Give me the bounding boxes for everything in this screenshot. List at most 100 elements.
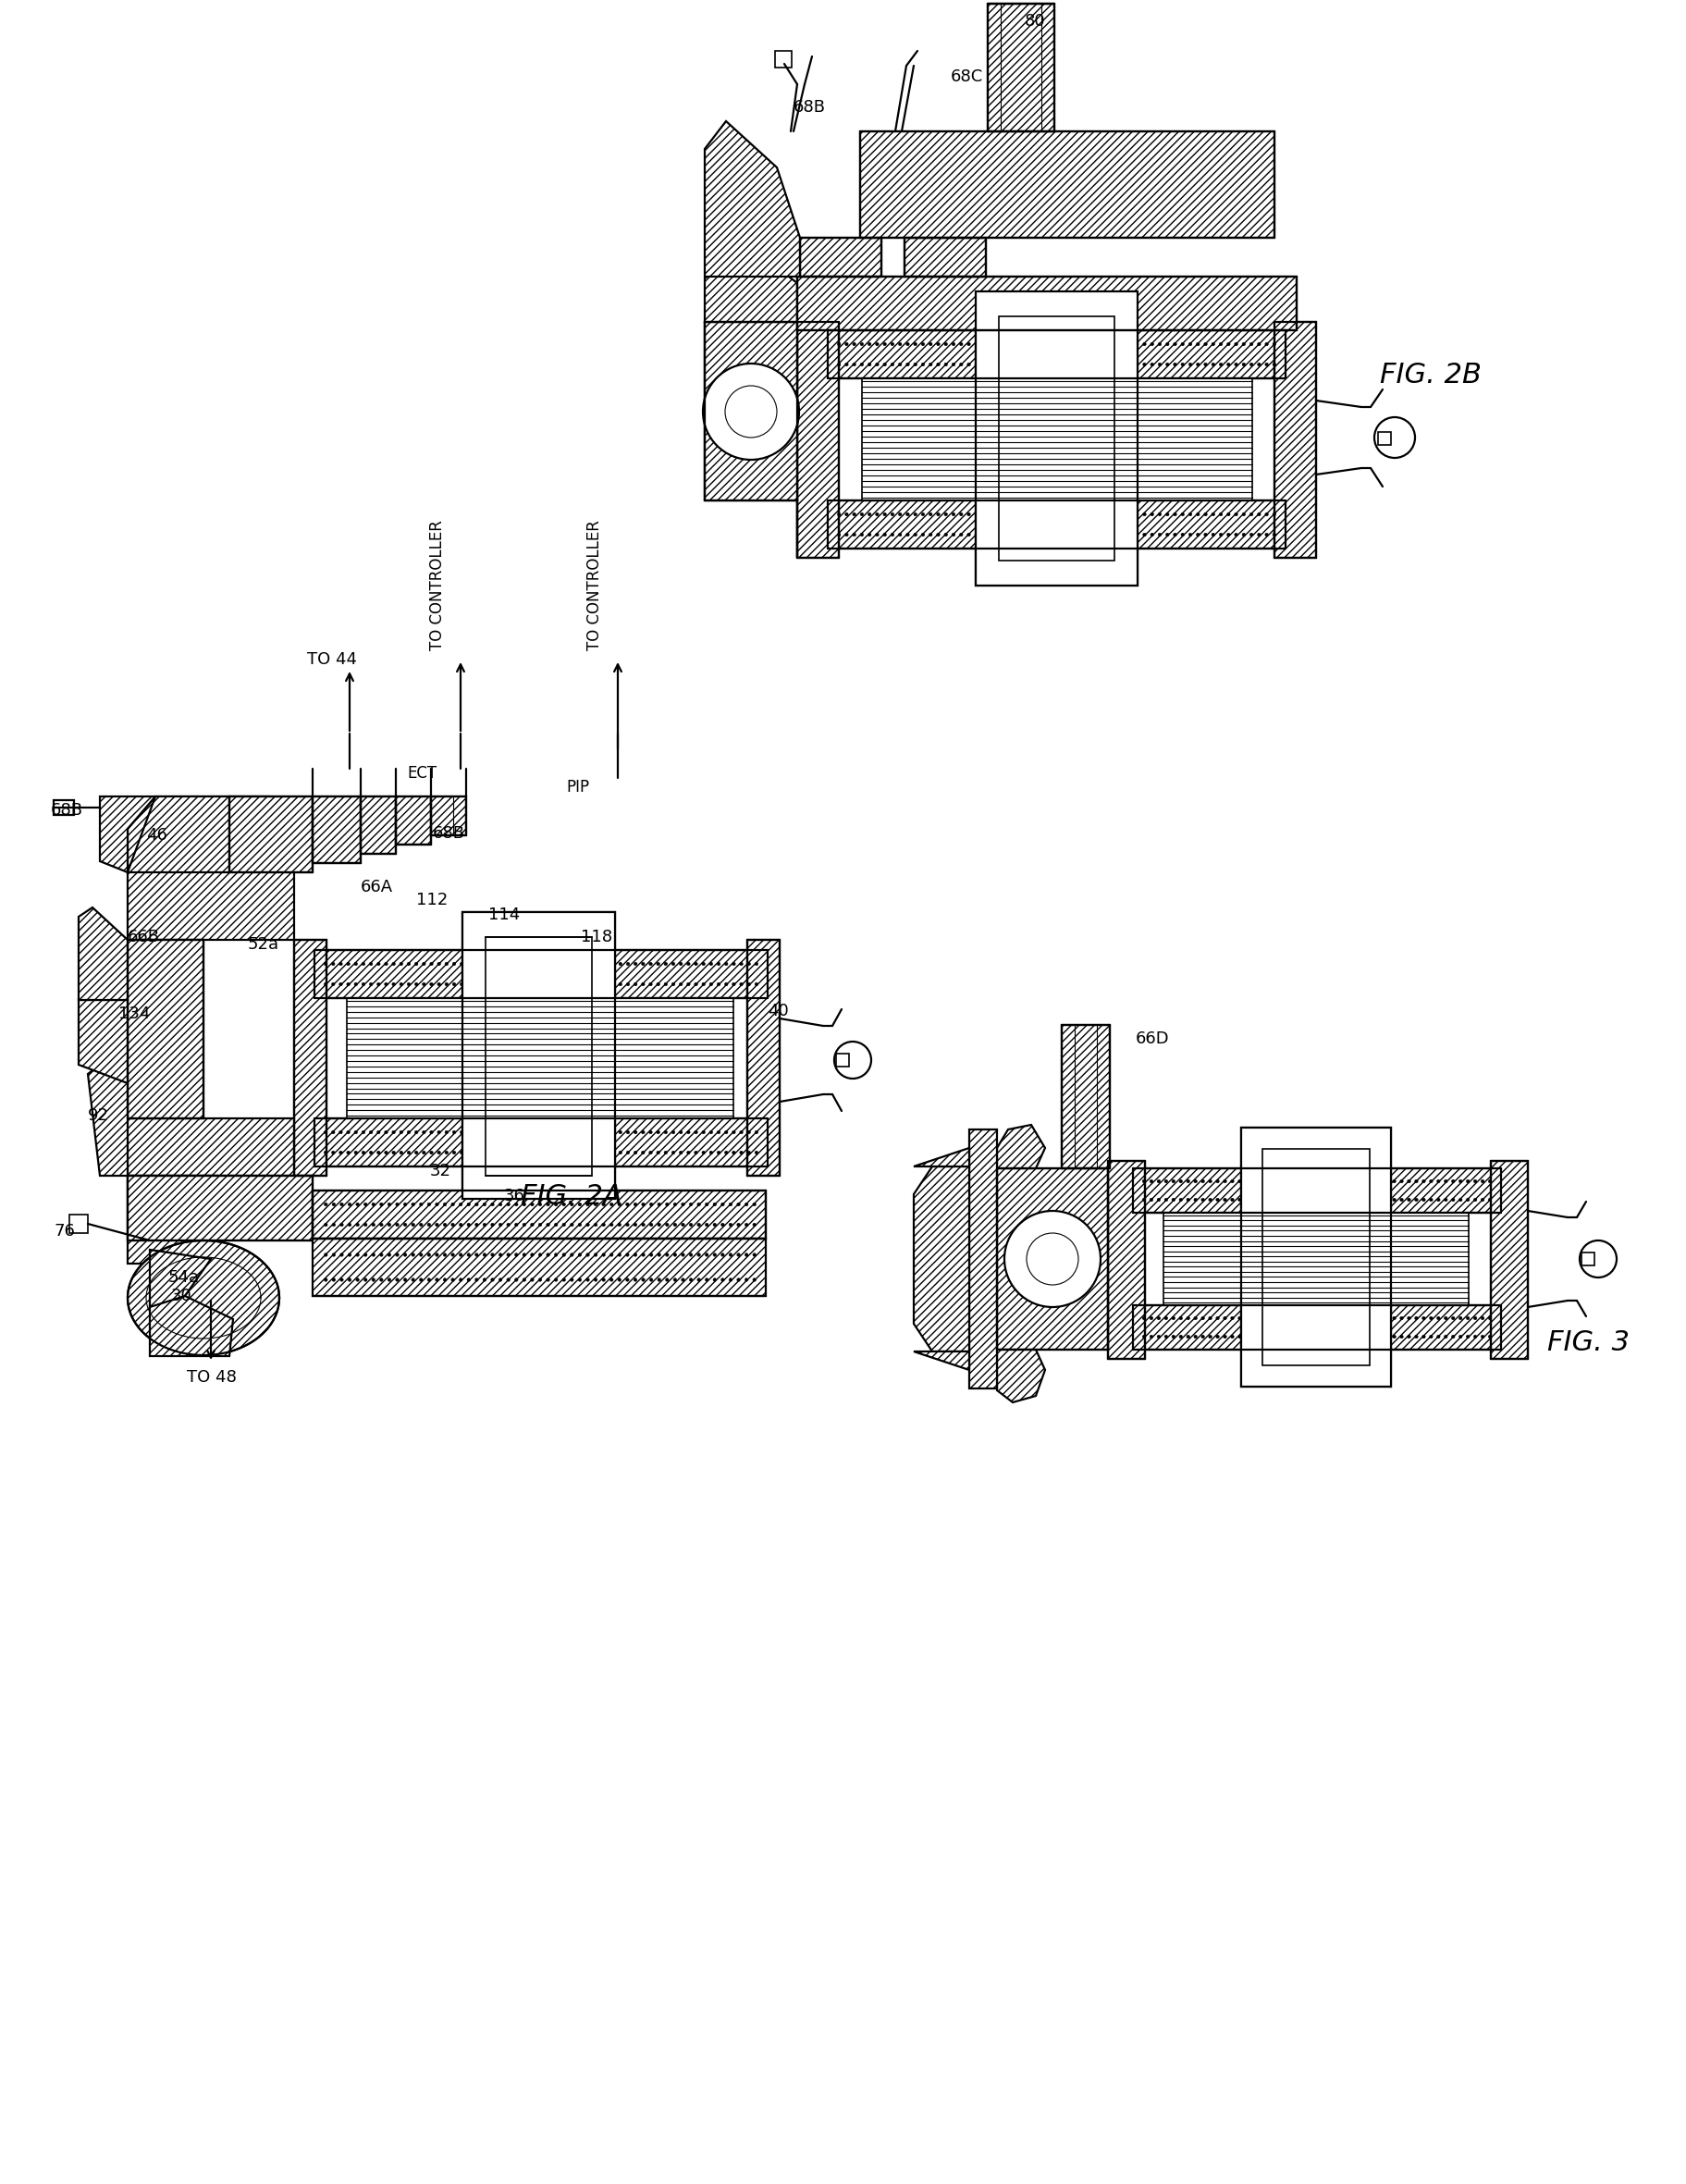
Circle shape <box>1458 1199 1462 1201</box>
Polygon shape <box>914 1149 969 1166</box>
Circle shape <box>1445 1179 1448 1184</box>
Circle shape <box>1312 1179 1315 1184</box>
Circle shape <box>1120 513 1123 515</box>
Circle shape <box>467 1131 470 1133</box>
Circle shape <box>755 1151 759 1155</box>
Circle shape <box>717 1131 720 1133</box>
Circle shape <box>491 983 494 985</box>
Circle shape <box>499 1203 502 1206</box>
Circle shape <box>634 1131 637 1133</box>
Bar <box>797 321 840 557</box>
Text: 66A: 66A <box>361 878 393 895</box>
Circle shape <box>593 1223 597 1227</box>
Circle shape <box>658 1254 661 1256</box>
Circle shape <box>732 963 735 965</box>
Circle shape <box>347 1151 351 1155</box>
Circle shape <box>641 1151 644 1155</box>
Circle shape <box>378 1131 381 1133</box>
Circle shape <box>656 1131 659 1133</box>
Circle shape <box>1189 513 1192 515</box>
Circle shape <box>737 1278 740 1282</box>
Circle shape <box>983 363 986 367</box>
Circle shape <box>868 513 872 515</box>
Circle shape <box>593 1278 597 1282</box>
Circle shape <box>1044 343 1047 345</box>
Circle shape <box>475 1151 479 1155</box>
Circle shape <box>1158 513 1162 515</box>
Circle shape <box>347 963 351 965</box>
Circle shape <box>604 963 607 965</box>
Circle shape <box>1082 343 1086 345</box>
Circle shape <box>430 983 433 985</box>
Circle shape <box>1356 1199 1359 1201</box>
Circle shape <box>593 1203 597 1206</box>
Circle shape <box>673 1203 676 1206</box>
Circle shape <box>379 1223 383 1227</box>
Circle shape <box>740 983 744 985</box>
Circle shape <box>1334 1179 1337 1184</box>
Circle shape <box>641 1131 644 1133</box>
Circle shape <box>835 1042 872 1079</box>
Circle shape <box>755 1131 759 1133</box>
Circle shape <box>1258 343 1261 345</box>
Circle shape <box>649 1131 652 1133</box>
Circle shape <box>582 983 585 985</box>
Circle shape <box>1264 513 1268 515</box>
Circle shape <box>1005 1210 1101 1306</box>
Circle shape <box>324 1278 327 1282</box>
Circle shape <box>551 983 555 985</box>
Circle shape <box>1158 363 1162 367</box>
Polygon shape <box>705 321 797 557</box>
Circle shape <box>543 983 546 985</box>
Circle shape <box>1216 1199 1219 1201</box>
Circle shape <box>921 513 924 515</box>
Circle shape <box>1290 1317 1293 1319</box>
Circle shape <box>656 963 659 965</box>
Circle shape <box>570 1223 573 1227</box>
Circle shape <box>1305 1179 1308 1184</box>
Circle shape <box>728 1223 732 1227</box>
Circle shape <box>921 533 924 537</box>
Circle shape <box>1143 1317 1146 1319</box>
Circle shape <box>649 1151 652 1155</box>
Circle shape <box>1371 1179 1374 1184</box>
Circle shape <box>443 1254 447 1256</box>
Circle shape <box>853 533 856 537</box>
Circle shape <box>617 1203 620 1206</box>
Circle shape <box>1268 1199 1271 1201</box>
Circle shape <box>755 963 759 965</box>
Circle shape <box>369 963 373 965</box>
Circle shape <box>626 1278 629 1282</box>
Bar <box>996 1168 1108 1350</box>
Circle shape <box>1187 1199 1190 1201</box>
Circle shape <box>604 1151 607 1155</box>
Circle shape <box>619 963 622 965</box>
Circle shape <box>443 1203 447 1206</box>
Circle shape <box>588 963 592 965</box>
Circle shape <box>1209 1199 1212 1201</box>
Circle shape <box>905 343 909 345</box>
Circle shape <box>703 363 799 461</box>
Circle shape <box>400 1131 403 1133</box>
Circle shape <box>959 513 963 515</box>
Polygon shape <box>914 1166 969 1352</box>
Circle shape <box>1158 533 1162 537</box>
Circle shape <box>482 1151 486 1155</box>
Circle shape <box>883 343 887 345</box>
Text: 134: 134 <box>118 1005 150 1022</box>
Circle shape <box>737 1223 740 1227</box>
Circle shape <box>531 1203 534 1206</box>
Circle shape <box>460 1151 464 1155</box>
Circle shape <box>538 1278 541 1282</box>
Circle shape <box>1165 1199 1168 1201</box>
Circle shape <box>1474 1317 1477 1319</box>
Circle shape <box>536 1151 540 1155</box>
Circle shape <box>713 1254 717 1256</box>
Circle shape <box>555 1223 558 1227</box>
Circle shape <box>482 963 486 965</box>
Circle shape <box>521 1131 524 1133</box>
Circle shape <box>1143 343 1146 345</box>
Circle shape <box>899 343 902 345</box>
Circle shape <box>658 1223 661 1227</box>
Circle shape <box>437 1151 440 1155</box>
